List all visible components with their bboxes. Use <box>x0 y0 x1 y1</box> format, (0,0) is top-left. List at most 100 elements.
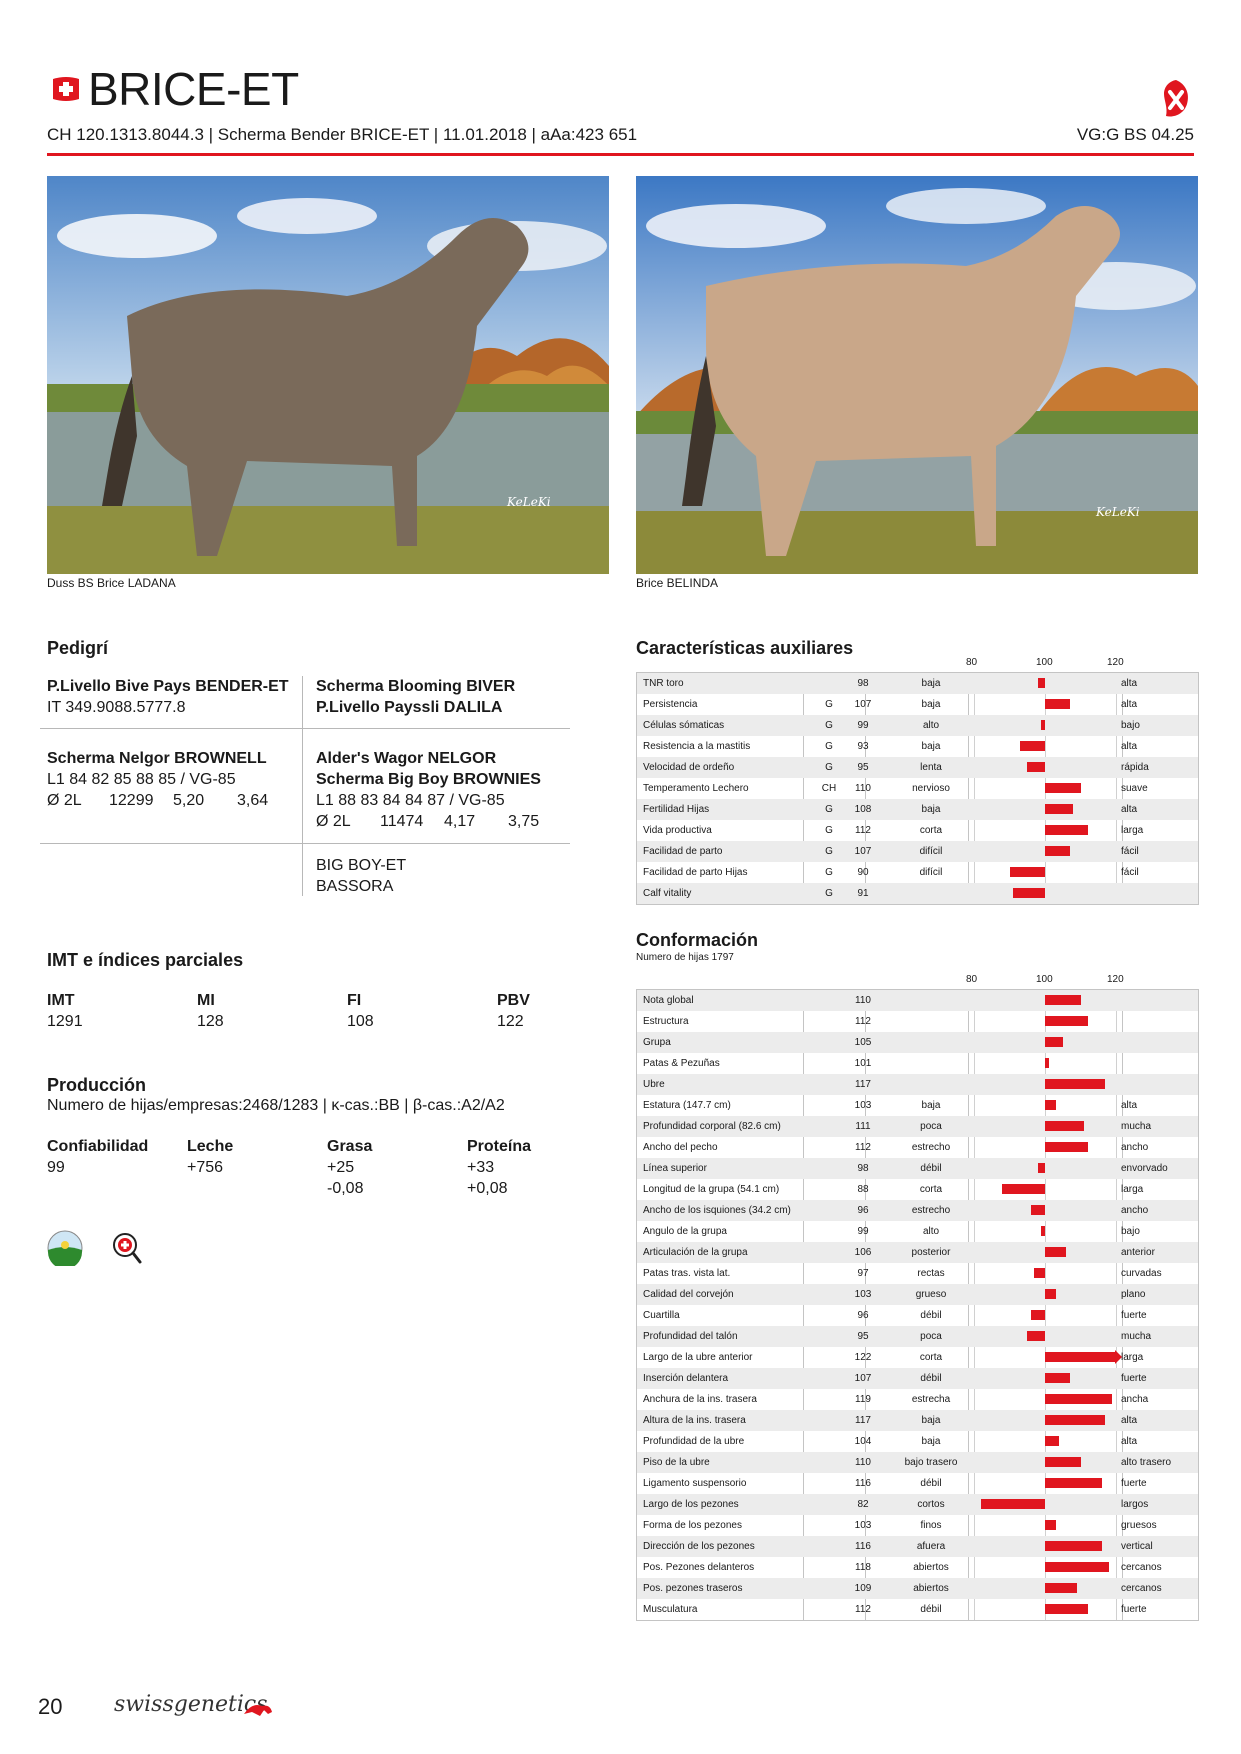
swiss-flag-icon <box>53 77 79 101</box>
chart-row: Línea superior 98 débil envorvado <box>637 1158 1198 1179</box>
trait-value: 107 <box>854 1373 872 1384</box>
dam-dam-fat: 4,17 <box>444 813 476 830</box>
chart-row: Pos. pezones traseros 109 abiertos cercanos <box>637 1578 1198 1599</box>
trait-bar <box>1027 1331 1045 1341</box>
chart-row: Nota global 110 <box>637 990 1198 1011</box>
trait-name: Persistencia <box>643 699 698 710</box>
conf-scale-label: 100 <box>1036 974 1053 985</box>
production-value: +756 <box>187 1159 224 1176</box>
trait-low-label: abiertos <box>913 1562 949 1573</box>
trait-low-label: corta <box>919 1184 943 1195</box>
page-title: BRICE-ET <box>88 63 299 115</box>
trait-high-label: mucha <box>1121 1121 1152 1132</box>
index-label: MI <box>197 992 215 1009</box>
chart-row: Articulación de la grupa 106 posterior ante… <box>637 1242 1198 1263</box>
trait-bar <box>1045 1541 1102 1551</box>
chart-gridline <box>865 990 866 1620</box>
trait-name: Largo de los pezones <box>643 1499 739 1510</box>
chart-row: Profundidad de la ubre 104 baja alta <box>637 1431 1198 1452</box>
ggs: BIG BOY-ET <box>316 857 407 874</box>
trait-value: 116 <box>855 1541 871 1552</box>
conf-scale-label: 120 <box>1107 974 1124 985</box>
conf-title: Conformación <box>636 930 759 950</box>
trait-low-label: estrecho <box>911 1142 951 1153</box>
trait-source: CH <box>821 783 837 794</box>
dam-dam-classification: L1 88 83 84 84 87 / VG-85 <box>316 792 505 809</box>
trait-value: 116 <box>855 1478 871 1489</box>
trait-high-label: larga <box>1121 1352 1144 1363</box>
trait-high-label: alta <box>1121 804 1138 815</box>
trait-bar <box>1045 1247 1067 1257</box>
chart-row: Calidad del corvejón 103 grueso plano <box>637 1284 1198 1305</box>
chart-row: Fertilidad Hijas G 108 baja alta <box>637 799 1198 820</box>
trait-bar <box>1045 1478 1102 1488</box>
chart-row: Persistencia G 107 baja alta <box>637 694 1198 715</box>
trait-bar <box>981 1499 1045 1509</box>
trait-name: Facilidad de parto <box>643 846 723 857</box>
trait-value: 107 <box>854 846 872 857</box>
trait-low-label: nervioso <box>912 783 950 794</box>
chart-row: Ligamento suspensorio 116 débil fuerte <box>637 1473 1198 1494</box>
aux-scale-label: 80 <box>966 657 978 668</box>
trait-high-label: fuerte <box>1121 1373 1147 1384</box>
quality-search-icon <box>113 1233 142 1264</box>
trait-high-label: anterior <box>1121 1247 1155 1258</box>
chart-row: Grupa 105 <box>637 1032 1198 1053</box>
trait-name: Nota global <box>643 995 694 1006</box>
chart-row: Profundidad del talón 95 poca mucha <box>637 1326 1198 1347</box>
trait-value: 112 <box>855 1604 871 1615</box>
trait-name: Vida productiva <box>643 825 712 836</box>
trait-low-label: cortos <box>917 1499 945 1510</box>
trait-bar <box>1037 678 1045 688</box>
chart-row: Cuartilla 96 débil fuerte <box>637 1305 1198 1326</box>
trait-value: 122 <box>854 1352 872 1363</box>
trait-name: Articulación de la grupa <box>643 1247 748 1258</box>
aux-title: Características auxiliares <box>636 638 854 658</box>
trait-value: 117 <box>855 1415 871 1426</box>
trait-source: G <box>825 741 833 752</box>
x-brand-icon <box>1164 80 1188 117</box>
brand-logo: swissgenetics <box>114 1692 268 1717</box>
trait-high-label: fuerte <box>1121 1478 1147 1489</box>
trait-value: 95 <box>857 1331 869 1342</box>
trait-value: 110 <box>855 995 871 1006</box>
chart-row: Angulo de la grupa 99 alto bajo <box>637 1221 1198 1242</box>
sire-sire: Scherma Blooming BIVER <box>316 678 516 695</box>
trait-low-label: baja <box>921 678 941 689</box>
trait-value: 97 <box>857 1268 869 1279</box>
trait-value: 104 <box>854 1436 872 1447</box>
trait-name: Calidad del corvejón <box>643 1289 734 1300</box>
header-divider <box>47 153 1194 156</box>
trait-value: 88 <box>857 1184 869 1195</box>
photo-caption-belinda: Brice BELINDA <box>636 576 719 590</box>
trait-name: Línea superior <box>643 1163 707 1174</box>
trait-high-label: plano <box>1121 1289 1146 1300</box>
trait-bar <box>1034 1268 1045 1278</box>
trait-low-label: difícil <box>919 867 943 878</box>
pedigree-dam-parents: Alder's Wagor NELGOR Scherma Big Boy BRO… <box>316 748 541 832</box>
chart-gridline <box>1122 673 1123 904</box>
trait-name: Temperamento Lechero <box>643 783 749 794</box>
trait-source: G <box>825 888 833 899</box>
trait-low-label: baja <box>921 699 941 710</box>
photo-watermark: KeLeKi <box>506 495 551 509</box>
trait-source: G <box>825 804 833 815</box>
trait-value: 112 <box>855 1016 871 1027</box>
pedigree-title: Pedigrí <box>47 638 109 658</box>
pedigree-sire: P.Livello Bive Pays BENDER-ET IT 349.908… <box>47 676 289 718</box>
page-number: 20 <box>38 1694 63 1719</box>
trait-name: Ubre <box>643 1079 665 1090</box>
dam-fat: 5,20 <box>173 792 205 809</box>
chart-row: Largo de los pezones 82 cortos largos <box>637 1494 1198 1515</box>
photo-belinda: KeLeKi <box>636 176 1198 574</box>
trait-bar <box>1030 1310 1045 1320</box>
trait-bar <box>1045 1037 1063 1047</box>
trait-name: Estatura (147.7 cm) <box>643 1100 731 1111</box>
chart-row: Calf vitality G 91 <box>637 883 1198 904</box>
trait-value: 103 <box>854 1289 872 1300</box>
chart-row: Anchura de la ins. trasera 119 estrecha anc… <box>637 1389 1198 1410</box>
trait-name: Estructura <box>643 1016 689 1027</box>
pedigree-dam: Scherma Nelgor BROWNELL L1 84 82 85 88 8… <box>47 748 268 811</box>
trait-name: Largo de la ubre anterior <box>643 1352 753 1363</box>
trait-low-label: grueso <box>915 1289 947 1300</box>
